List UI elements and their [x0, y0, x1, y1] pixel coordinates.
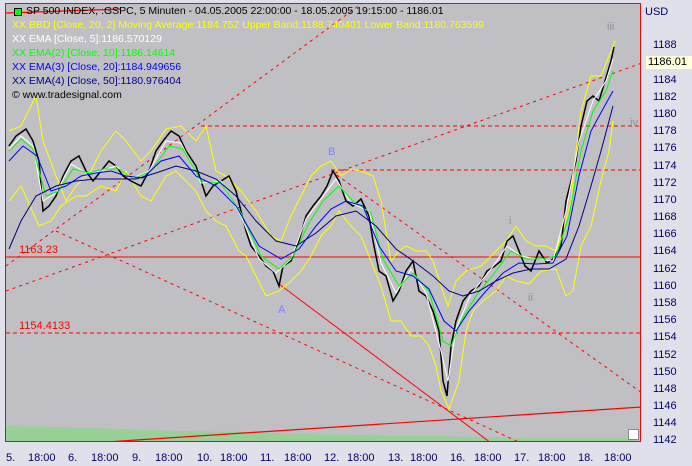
chart-plot — [6, 4, 640, 441]
ema-20 — [8, 90, 614, 332]
x-tick: 11. — [260, 452, 275, 464]
x-tick: 12. — [324, 452, 340, 464]
trendline-top-left — [6, 8, 122, 14]
y-tick: 1156 — [653, 314, 677, 326]
x-tick: 13. — [388, 452, 404, 464]
y-tick: 1182 — [653, 91, 677, 103]
bollinger-lower — [8, 120, 614, 411]
y-tick: 1164 — [653, 245, 677, 257]
legend-item-bbd[interactable]: XX BBD [Close, 20, 2] Moving Average:118… — [12, 19, 485, 31]
x-tick: 10. — [197, 452, 213, 464]
y-tick: 1176 — [653, 142, 677, 154]
x-tick: 18:00 — [28, 452, 56, 464]
y-tick: 1162 — [653, 263, 677, 275]
y-tick: 1150 — [653, 366, 677, 378]
x-tick: 18:00 — [604, 452, 632, 464]
current-price-marker: 1186.01 — [646, 56, 692, 69]
price-axis[interactable]: USD — [641, 0, 692, 466]
y-tick: 1172 — [653, 177, 677, 189]
top-margin — [0, 0, 641, 3]
legend-item-ema20[interactable]: XX EMA(3) [Close, 20]:1184.949656 — [12, 61, 182, 73]
copyright-text: © www.tradesignal.com — [12, 89, 122, 101]
trendline-falling-dashed — [55, 230, 518, 441]
level-label-1163: 1163.23 — [19, 244, 58, 256]
x-tick: 18:00 — [155, 452, 183, 464]
y-tick: 1142 — [653, 434, 677, 446]
wave-label-iv: iv — [630, 117, 638, 129]
x-tick: 18:00 — [284, 452, 312, 464]
legend-title-text: SP 500 INDEX, .GSPC, 5 Minuten - 04.05.2… — [26, 5, 444, 17]
x-tick: 9. — [132, 452, 142, 464]
trendline-B-falling — [330, 170, 640, 393]
y-tick: 1158 — [653, 297, 677, 309]
x-tick: 18:00 — [538, 452, 566, 464]
ema-10 — [8, 70, 614, 347]
left-margin — [0, 0, 5, 442]
y-tick: 1152 — [653, 349, 677, 361]
wave-label-A: A — [278, 304, 286, 316]
y-tick: 1184 — [653, 74, 677, 86]
y-tick: 1166 — [653, 228, 677, 240]
wave-label-iii: iii — [607, 21, 615, 33]
x-tick: 16. — [450, 452, 466, 464]
x-tick: 17. — [514, 452, 530, 464]
currency-label: USD — [645, 6, 669, 18]
x-tick: 18:00 — [474, 452, 502, 464]
x-tick: 18:00 — [220, 452, 248, 464]
y-tick: 1178 — [653, 125, 677, 137]
x-tick: 18. — [578, 452, 594, 464]
x-tick: 18:00 — [91, 452, 119, 464]
resize-handle-icon[interactable] — [628, 429, 639, 440]
series-marker-icon — [14, 8, 22, 16]
x-tick: 18:00 — [347, 452, 375, 464]
price-chart-area[interactable]: A B i ii iii iv 1163.23 1154.4133 SP 500… — [5, 3, 641, 442]
y-tick: 1148 — [653, 383, 677, 395]
y-tick: 1188 — [653, 39, 677, 51]
y-tick: 1160 — [653, 280, 677, 292]
wave-label-B: B — [328, 146, 336, 158]
trendline-bottom-rising — [112, 406, 640, 441]
legend-item-ema50[interactable]: XX EMA(4) [Close, 50]:1180.976404 — [12, 75, 182, 87]
y-tick: 1144 — [653, 417, 677, 429]
volume-area — [6, 426, 637, 441]
trendline-B-rising — [6, 63, 640, 292]
level-label-1154: 1154.4133 — [19, 320, 71, 332]
y-tick: 1154 — [653, 331, 677, 343]
x-tick: 6. — [68, 452, 78, 464]
x-tick: 18:00 — [410, 452, 438, 464]
y-tick: 1170 — [653, 194, 677, 206]
x-tick: 5. — [6, 452, 16, 464]
legend-item-ema5[interactable]: XX EMA [Close, 5]:1186.570129 — [12, 33, 162, 45]
ema-50 — [8, 105, 614, 297]
trendline-A-falling — [278, 283, 490, 441]
y-tick: 1180 — [653, 108, 677, 120]
ema-5 — [8, 58, 614, 382]
legend-title: SP 500 INDEX, .GSPC, 5 Minuten - 04.05.2… — [12, 5, 444, 18]
wave-label-ii: ii — [528, 292, 533, 304]
y-tick: 1146 — [653, 400, 677, 412]
y-tick: 1174 — [653, 160, 677, 172]
legend-item-ema10[interactable]: XX EMA(2) [Close, 10]:1186.14614 — [12, 47, 176, 59]
wave-label-i: i — [509, 215, 512, 227]
y-tick: 1168 — [653, 211, 677, 223]
bollinger-upper — [8, 40, 616, 308]
time-axis[interactable] — [0, 442, 641, 466]
